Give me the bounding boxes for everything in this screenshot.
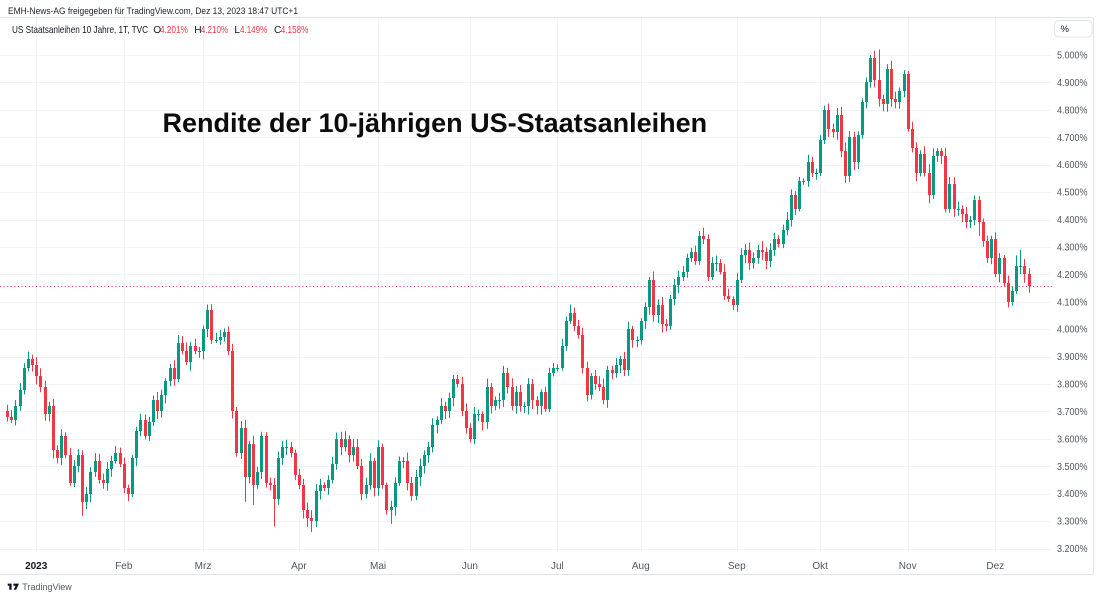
svg-text:C: C <box>274 25 281 36</box>
svg-text:4.600%: 4.600% <box>1057 160 1088 171</box>
svg-text:3.200%: 3.200% <box>1057 544 1088 555</box>
svg-text:Rendite der 10-jährigen US-Sta: Rendite der 10-jährigen US-Staatsanleihe… <box>163 108 708 138</box>
svg-text:4.700%: 4.700% <box>1057 133 1088 144</box>
svg-text:Feb: Feb <box>115 561 133 572</box>
svg-text:Apr: Apr <box>291 561 307 572</box>
svg-text:%: % <box>1061 24 1070 35</box>
svg-text:Nov: Nov <box>899 561 917 572</box>
svg-text:Mrz: Mrz <box>195 561 212 572</box>
svg-text:3.500%: 3.500% <box>1057 462 1088 473</box>
svg-text:L: L <box>234 25 240 36</box>
svg-text:4.300%: 4.300% <box>1057 242 1088 253</box>
svg-text:Sep: Sep <box>728 561 746 572</box>
svg-text:EMH-News-AG freigegeben für Tr: EMH-News-AG freigegeben für TradingView.… <box>8 6 298 17</box>
svg-text:3.400%: 3.400% <box>1057 489 1088 500</box>
svg-text:Okt: Okt <box>812 561 828 572</box>
svg-text:4.500%: 4.500% <box>1057 188 1088 199</box>
svg-text:Jul: Jul <box>551 561 564 572</box>
svg-text:4.400%: 4.400% <box>1057 215 1088 226</box>
svg-text:Dez: Dez <box>986 561 1004 572</box>
svg-text:4.149%: 4.149% <box>240 25 267 36</box>
svg-text:O: O <box>153 25 161 36</box>
svg-text:4.200%: 4.200% <box>1057 270 1088 281</box>
svg-text:3.600%: 3.600% <box>1057 434 1088 445</box>
svg-text:3.800%: 3.800% <box>1057 380 1088 391</box>
svg-text:5.000%: 5.000% <box>1057 51 1088 62</box>
svg-text:Jun: Jun <box>462 561 478 572</box>
svg-text:US Staatsanleihen 10 Jahre, 1T: US Staatsanleihen 10 Jahre, 1T, TVC <box>12 25 148 36</box>
svg-text:TradingView: TradingView <box>22 582 72 592</box>
svg-text:4.800%: 4.800% <box>1057 105 1088 116</box>
svg-text:4.000%: 4.000% <box>1057 325 1088 336</box>
svg-text:Mai: Mai <box>370 561 386 572</box>
svg-text:3.700%: 3.700% <box>1057 407 1088 418</box>
svg-text:H: H <box>194 25 201 36</box>
svg-text:2023: 2023 <box>25 561 48 572</box>
svg-text:3.900%: 3.900% <box>1057 352 1088 363</box>
svg-text:4.201%: 4.201% <box>160 25 188 36</box>
svg-text:4.100%: 4.100% <box>1057 297 1088 308</box>
svg-text:4.900%: 4.900% <box>1057 78 1088 89</box>
svg-text:4.210%: 4.210% <box>201 25 229 36</box>
svg-text:3.300%: 3.300% <box>1057 517 1088 528</box>
svg-text:4.158%: 4.158% <box>281 25 309 36</box>
svg-text:Aug: Aug <box>632 561 650 572</box>
